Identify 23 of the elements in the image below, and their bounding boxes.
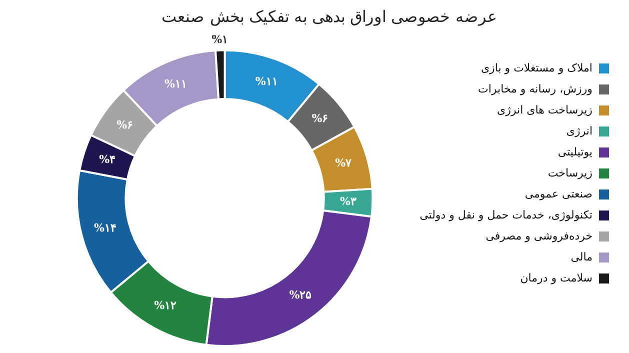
legend-label: یوتیلیتی <box>558 145 592 158</box>
legend-label: ورزش، رسانه و مخابرات <box>478 82 592 96</box>
legend-label: مالی <box>570 250 593 264</box>
data-label: %۴ <box>99 152 116 166</box>
data-label: %۷ <box>335 156 352 170</box>
legend-label: سلامت و درمان <box>520 271 592 284</box>
legend-label: زیرساخت <box>548 166 592 180</box>
chart-title: عرضه خصوصی اوراق بدهی به تفکیک بخش صنعت <box>162 6 498 26</box>
legend-label: صنعتی عمومی <box>524 187 592 200</box>
data-label: %۳ <box>340 194 356 208</box>
legend-label: انرژی <box>566 124 592 138</box>
data-label: %۶ <box>116 118 134 132</box>
legend-label: تکنولوژی، خدمات حمل و نقل و دولتی <box>420 208 592 222</box>
data-label: %۱۱ <box>164 78 187 91</box>
legend-label: زیرساخت های انرژی <box>497 103 592 116</box>
data-label: %۶ <box>312 112 328 126</box>
legend-label: خرده‌فروشی و مصرفی <box>486 229 592 242</box>
data-label: %۱۴ <box>94 222 116 235</box>
data-label: %۲۵ <box>289 288 312 302</box>
data-label: %۱ <box>212 33 228 46</box>
data-label: %۱۲ <box>154 299 177 312</box>
legend-label: املاک و مستغلات و بازی <box>480 61 592 74</box>
data-label: %۱۱ <box>255 74 278 88</box>
